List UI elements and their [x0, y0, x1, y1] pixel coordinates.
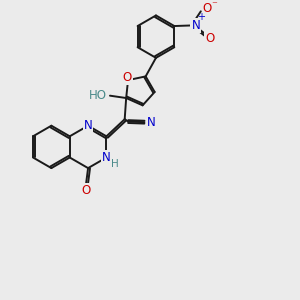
Text: N: N	[84, 119, 92, 132]
Text: +: +	[197, 12, 205, 22]
Text: N: N	[146, 116, 155, 129]
Text: O: O	[81, 184, 90, 197]
Text: H: H	[111, 159, 119, 169]
Text: O: O	[205, 32, 214, 45]
Text: O: O	[123, 71, 132, 84]
Text: N: N	[191, 19, 200, 32]
Text: N: N	[102, 151, 111, 164]
Text: ⁻: ⁻	[212, 0, 218, 10]
Text: O: O	[203, 2, 212, 16]
Text: HO: HO	[88, 89, 106, 102]
